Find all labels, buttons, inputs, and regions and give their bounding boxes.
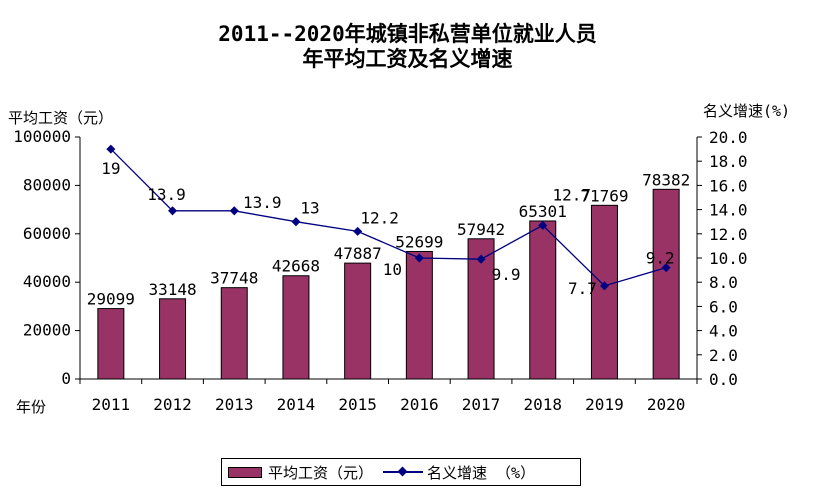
bar [159, 298, 187, 380]
bar [529, 220, 557, 380]
legend-bar-label: 平均工资（元） [268, 463, 374, 482]
y-left-axis-title: 平均工资（元） [8, 109, 114, 127]
bar-value-label: 78382 [642, 170, 690, 189]
bar-value-label: 42668 [272, 257, 320, 276]
y-left-tick-label: 40000 [23, 272, 71, 291]
bar-value-label: 29099 [87, 290, 135, 309]
y-right-axis-title: 名义增速(%) [703, 102, 791, 120]
growth-value-label: 13 [300, 199, 319, 218]
y-right-tick-label: 16.0 [709, 176, 748, 195]
x-tick-label: 2012 [153, 395, 192, 414]
x-tick-label: 2014 [277, 395, 316, 414]
bar [590, 204, 618, 380]
y-right-tick-label: 8.0 [709, 273, 738, 292]
y-right-tick-label: 14.0 [709, 201, 748, 220]
y-left-tick-label: 0 [61, 369, 71, 388]
x-tick-label: 2016 [400, 395, 439, 414]
y-right-tick-label: 6.0 [709, 297, 738, 316]
bar [344, 262, 372, 380]
chart-title-line1: 2011--2020年城镇非私营单位就业人员 [218, 22, 597, 46]
x-tick-label: 2015 [338, 395, 377, 414]
x-axis-title: 年份 [16, 398, 47, 416]
y-right-tick-label: 12.0 [709, 225, 748, 244]
growth-value-label: 19 [101, 159, 120, 178]
x-tick-label: 2019 [585, 395, 624, 414]
bar-value-label: 37748 [210, 269, 258, 288]
y-right-tick-label: 0.0 [709, 370, 738, 389]
x-tick-label: 2020 [647, 395, 686, 414]
x-tick-label: 2011 [92, 395, 131, 414]
growth-point [291, 217, 301, 227]
growth-value-label: 9.9 [492, 265, 521, 284]
y-left-tick-label: 80000 [23, 175, 71, 194]
y-left-tick-label: 100000 [13, 127, 71, 146]
y-right-tick-label: 2.0 [709, 346, 738, 365]
y-right-tick-label: 10.0 [709, 249, 748, 268]
bar [405, 250, 433, 380]
legend-line-marker [383, 466, 424, 478]
growth-point [353, 226, 363, 236]
growth-value-label: 12.2 [360, 208, 399, 227]
x-tick-label: 2017 [462, 395, 501, 414]
y-right-tick-label: 20.0 [709, 128, 748, 147]
growth-value-label: 12.7 [552, 185, 591, 204]
growth-value-label: 13.9 [243, 193, 282, 212]
y-right-tick-label: 4.0 [709, 322, 738, 341]
y-left-tick-label: 20000 [23, 321, 71, 340]
bar-value-label: 57942 [457, 220, 505, 239]
growth-point [414, 253, 424, 263]
chart-title-line2: 年平均工资及名义增速 [302, 47, 513, 71]
bar [220, 287, 248, 380]
growth-value-label: 13.9 [147, 185, 186, 204]
x-tick-label: 2018 [523, 395, 562, 414]
growth-value-label: 7.7 [568, 279, 597, 298]
y-left-tick-label: 60000 [23, 224, 71, 243]
bar-value-label: 47887 [334, 244, 382, 263]
growth-point [599, 281, 609, 291]
growth-line [110, 148, 667, 287]
bar [282, 275, 310, 380]
y-right-tick-label: 18.0 [709, 152, 748, 171]
growth-point [168, 206, 178, 216]
legend-bar-swatch [228, 466, 262, 478]
growth-point [229, 206, 239, 216]
bar [97, 308, 125, 380]
bar-value-label: 71769 [580, 186, 628, 205]
bar-value-label: 52699 [395, 232, 443, 251]
growth-point [661, 263, 671, 273]
growth-value-label: 9.2 [646, 249, 675, 268]
legend: 平均工资（元） 名义增速 （%） [221, 458, 581, 486]
x-tick-label: 2013 [215, 395, 254, 414]
legend-line-label: 名义增速 （%） [427, 463, 536, 482]
bar-value-label: 33148 [148, 280, 196, 299]
bar [652, 188, 680, 380]
growth-value-label: 10 [383, 260, 402, 279]
bar-value-label: 65301 [519, 202, 567, 221]
